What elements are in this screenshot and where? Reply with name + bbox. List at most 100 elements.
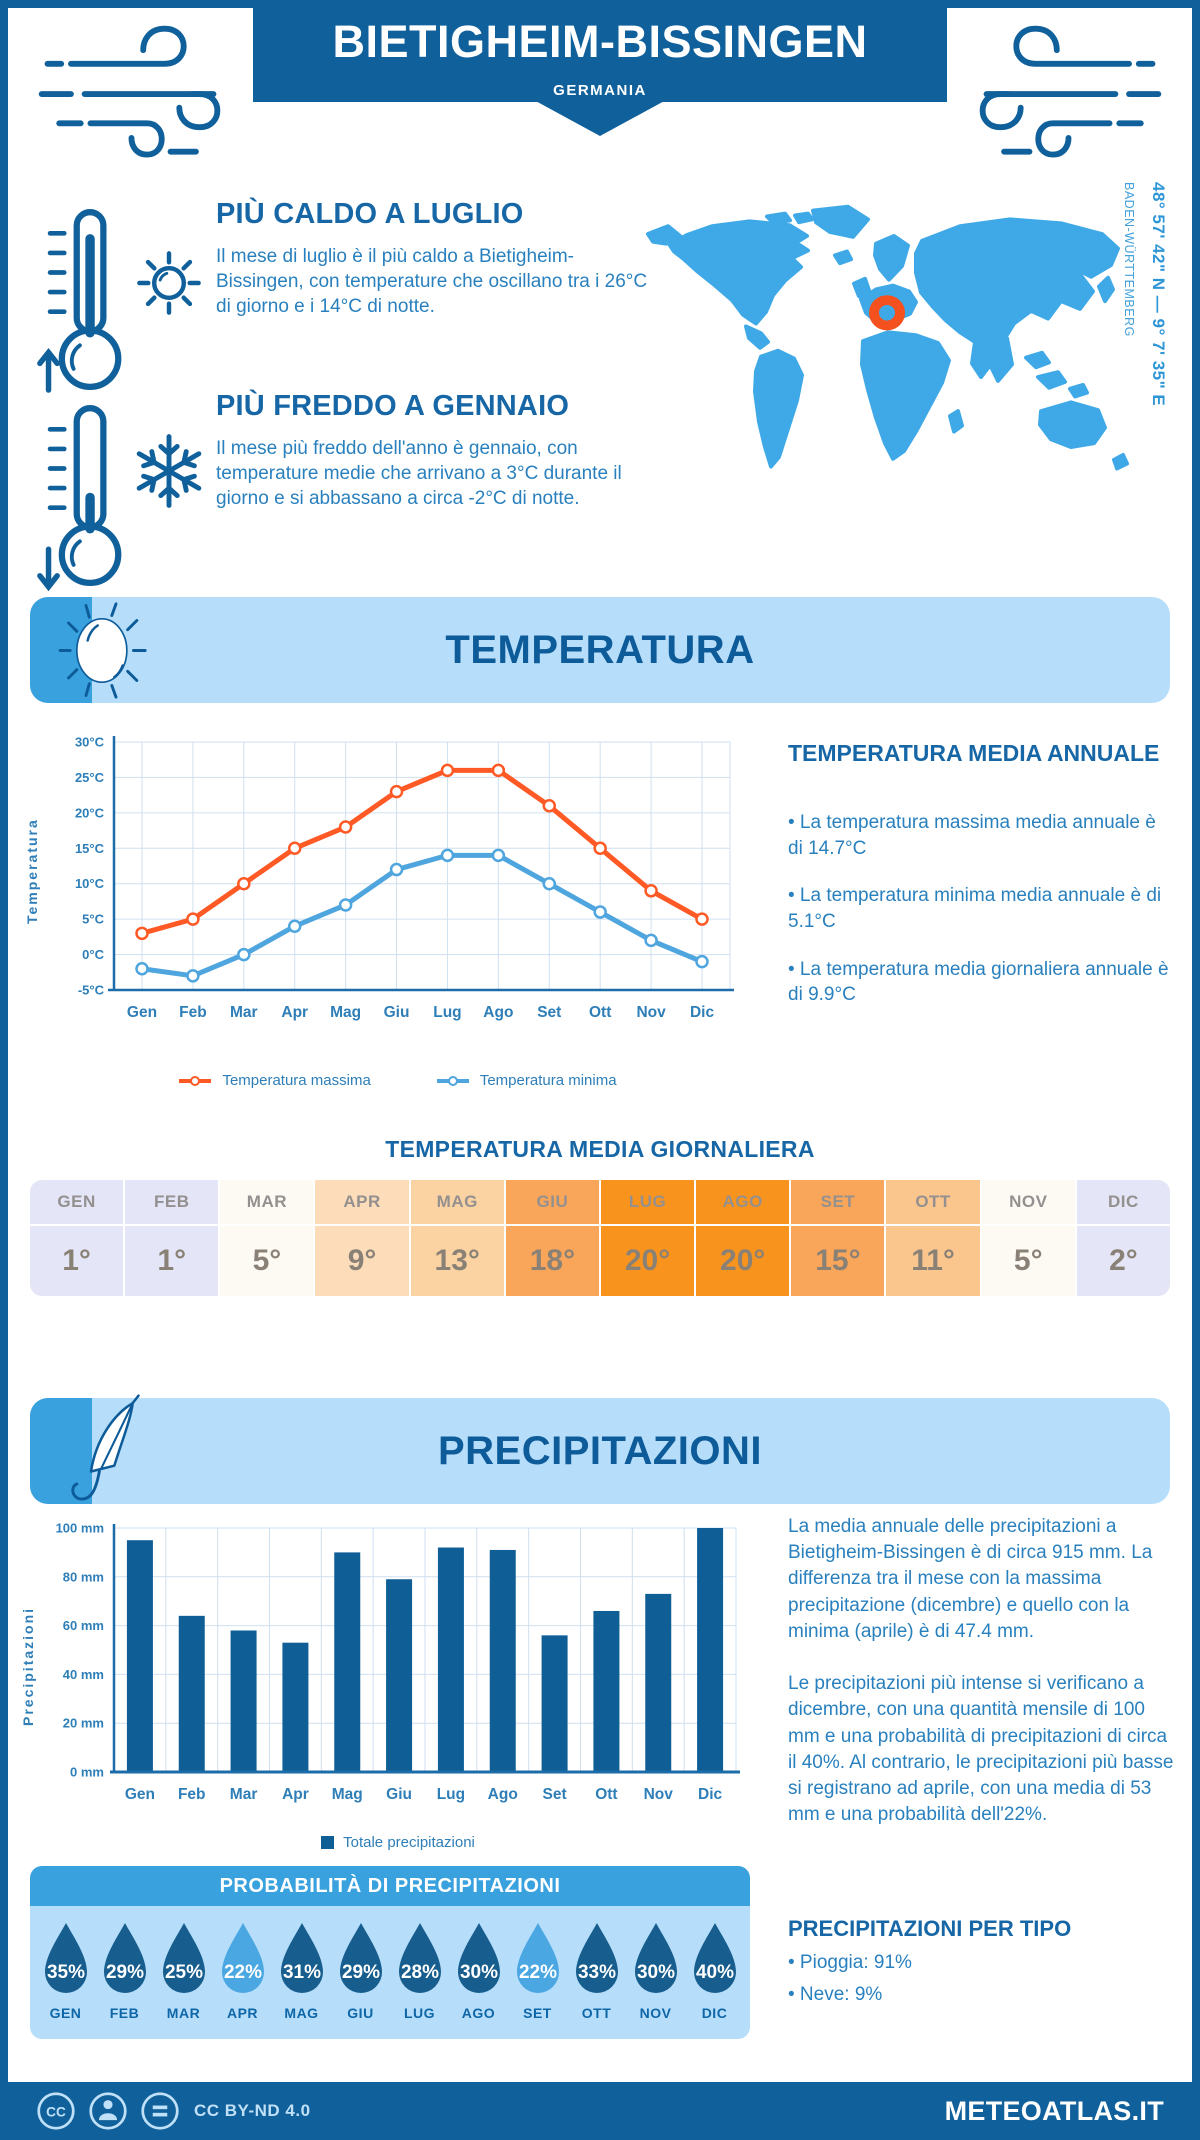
droplet-ago: 30% AGO [453, 1920, 505, 2021]
svg-text:Mar: Mar [230, 1786, 258, 1803]
warm-heading: PIÙ CALDO A LUGLIO [216, 198, 524, 230]
legend-label-total: Totale precipitazioni [343, 1834, 475, 1851]
legend-label-max: Temperatura massima [222, 1072, 371, 1089]
precip-bar-giu [386, 1579, 413, 1772]
droplet-month-label: MAG [284, 2005, 319, 2021]
droplet-month-label: OTT [581, 2005, 612, 2021]
month-label: MAG [410, 1180, 504, 1224]
probability-box: PROBABILITÀ DI PRECIPITAZIONI 35% GEN 29% F… [30, 1866, 750, 2039]
droplet-icon: 28% [398, 1923, 441, 1993]
month-label: AGO [696, 1180, 790, 1224]
droplet-month-label: GIU [347, 2005, 374, 2021]
precipitation-text: La media annuale delle precipitazioni a … [788, 1514, 1178, 1854]
droplet-mag: 31% MAG [276, 1920, 328, 2021]
temperature-line-chart-svg: 30°C 25°C 20°C 15°C 10°C 5°C 0°C -5°C Gen Feb Mar A… [75, 735, 734, 1021]
droplet-icon: 25% [162, 1923, 205, 1993]
droplet-set: 22% SET [512, 1920, 564, 2021]
precip-bar-gen [126, 1540, 153, 1772]
month-cell-giu: GIU 18° [505, 1180, 599, 1296]
svg-text:40 mm: 40 mm [63, 1667, 104, 1682]
header-banner: BIETIGHEIM-BISSINGEN GERMANIA [253, 0, 947, 136]
legend-item-total: Totale precipitazioni [321, 1834, 475, 1851]
month-cell-mag: MAG 13° [410, 1180, 504, 1296]
droplet-icon: 33% [575, 1923, 618, 1993]
precip-bar-nov [645, 1593, 672, 1772]
svg-text:40%: 40% [695, 1962, 733, 1983]
droplet-icon: 30% [457, 1923, 500, 1993]
svg-text:Mar: Mar [230, 1004, 258, 1021]
sun-banner-icon [58, 602, 147, 699]
svg-text:Giu: Giu [384, 1004, 410, 1021]
precipitation-legend: Totale precipitazioni [48, 1834, 748, 1851]
droplet-apr: 22% APR [217, 1920, 269, 2021]
svg-text:Dic: Dic [698, 1786, 723, 1803]
umbrella-banner-icon [71, 1394, 140, 1501]
droplet-icon: 30% [634, 1923, 677, 1993]
droplet-month-label: NOV [639, 2005, 672, 2021]
month-label: OTT [886, 1180, 980, 1224]
month-label: GIU [505, 1180, 599, 1224]
page-title: BIETIGHEIM-BISSINGEN [332, 16, 868, 67]
svg-text:25%: 25% [164, 1962, 202, 1983]
precipitation-section-title: PRECIPITAZIONI [437, 1428, 763, 1473]
droplet-nov: 30% NOV [630, 1920, 682, 2021]
min-line-swatch [436, 1075, 469, 1086]
legend-label-min: Temperatura minima [479, 1072, 617, 1089]
svg-text:10°C: 10°C [75, 876, 105, 891]
svg-text:0°C: 0°C [82, 947, 104, 962]
month-label: LUG [600, 1180, 695, 1224]
type-bullets: • Pioggia: 91% • Neve: 9% [788, 1952, 912, 2016]
droplet-dic: 40% DIC [689, 1920, 741, 2021]
bar-swatch [321, 1836, 335, 1849]
world-map [646, 204, 1129, 471]
svg-text:31%: 31% [282, 1962, 320, 1983]
month-label: DIC [1076, 1180, 1170, 1224]
precipitation-bar-chart-svg: 0 mm 20 mm 40 mm 60 mm 80 mm 100 mm Gen Feb Mar A… [56, 1521, 740, 1803]
droplet-month-label: APR [226, 2005, 259, 2021]
annual-bullet-min: • La temperatura minima media annuale è … [788, 885, 1162, 932]
precip-bar-mag [334, 1552, 361, 1772]
month-cell-ago: AGO 20° [696, 1180, 790, 1296]
temperature-section-banner: TEMPERATURA [30, 597, 1170, 703]
svg-text:Nov: Nov [644, 1786, 674, 1803]
svg-text:29%: 29% [341, 1962, 379, 1983]
annual-bullet-max: • La temperatura massima media annuale è… [788, 812, 1156, 859]
svg-text:CC: CC [46, 2104, 66, 2119]
month-mean-temp: 20° [696, 1226, 790, 1296]
legend-item-min: Temperatura minima [435, 1072, 617, 1089]
droplet-icon: 40% [693, 1923, 736, 1993]
wind-icon [979, 25, 1162, 158]
snowflake-icon [136, 434, 202, 508]
legend-item-max: Temperatura massima [177, 1072, 371, 1089]
svg-text:0 mm: 0 mm [70, 1765, 104, 1780]
month-mean-temp: 5° [981, 1226, 1075, 1296]
warm-body: Il mese di luglio è il più caldo a Bieti… [216, 246, 648, 318]
precip-bar-lug [437, 1547, 464, 1772]
precipitation-paragraph-1: La media annuale delle precipitazioni a … [788, 1516, 1153, 1642]
svg-text:Ago: Ago [483, 1004, 513, 1021]
svg-text:Lug: Lug [433, 1004, 461, 1021]
probability-heading: PROBABILITÀ DI PRECIPITAZIONI [30, 1866, 750, 1906]
country-subtitle: GERMANIA [553, 82, 647, 99]
cc-by-person-icon [89, 2092, 127, 2130]
svg-text:30%: 30% [459, 1962, 497, 1983]
droplet-icon: 29% [339, 1923, 382, 1993]
month-cell-ott: OTT 11° [886, 1180, 980, 1296]
monthly-temperature-table: GEN 1° FEB 1° MAR 5° APR 9° MAG 13° GIU 18° LUG 20° AG… [30, 1180, 1170, 1296]
probability-droplets: 35% GEN 29% FEB 25% MAR 22% APR 31% MAG 29% GIU 28% L… [36, 1920, 744, 2021]
daily-mean-heading: TEMPERATURA MEDIA GIORNALIERA [385, 1136, 815, 1162]
svg-text:20 mm: 20 mm [63, 1716, 104, 1731]
droplet-month-label: SET [523, 2005, 552, 2021]
precipitation-paragraph-2: Le precipitazioni più intense si verific… [788, 1673, 1174, 1826]
cc-nd-icon [141, 2092, 179, 2130]
month-mean-temp: 20° [600, 1226, 695, 1296]
max-line-swatch [179, 1075, 212, 1086]
precip-bar-set [541, 1635, 568, 1772]
precip-bar-apr [282, 1642, 309, 1772]
svg-text:Gen: Gen [127, 1004, 157, 1021]
type-bullet-rain: • Pioggia: 91% [788, 1952, 912, 1973]
sun-icon [137, 251, 201, 315]
month-label: SET [791, 1180, 885, 1224]
precipitation-section-banner: PRECIPITAZIONI [30, 1394, 1170, 1504]
svg-text:Set: Set [537, 1004, 561, 1021]
